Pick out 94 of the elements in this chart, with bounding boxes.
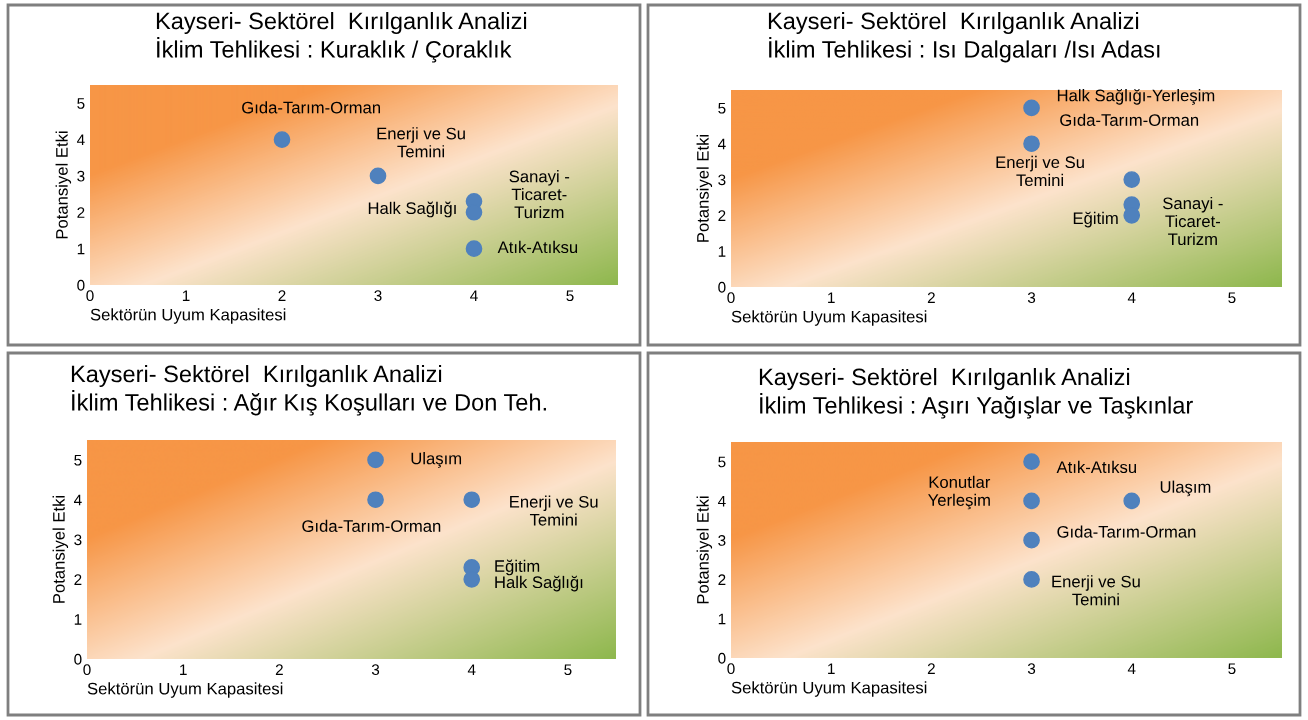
y-tick-label: 0 — [74, 653, 82, 665]
y-tick-label: 5 — [718, 102, 726, 114]
annotation: Halk Sağlığı-Yerleşim — [1057, 88, 1215, 105]
x-tick-label: 1 — [828, 292, 835, 303]
x-axis-title: Sektörün Uyum Kapasitesi — [87, 682, 283, 698]
annotation: Eğitim — [495, 559, 540, 576]
y-tick-label: 4 — [717, 495, 726, 507]
annotation: Gıda-Tarım-Orman — [302, 519, 441, 532]
chart-title: Kayseri- Sektörel Kırılganlık Analizi İklim Tehlikesi : Aşırı Yağışlar ve Taşkınlar — [759, 368, 1193, 419]
point — [465, 240, 483, 257]
y-tick-label: 0 — [718, 281, 726, 293]
y-tick-label: 3 — [77, 170, 85, 182]
x-tick-label: 5 — [566, 290, 574, 302]
point — [367, 491, 384, 509]
point — [463, 491, 481, 509]
y-tick-label: 2 — [77, 207, 85, 218]
x-axis-title: Sektörün Uyum Kapasitesi — [90, 308, 286, 324]
chart-title: Kayseri- Sektörel Kırılganlık Analizi İklim Tehlikesi : Kuraklık / Çoraklık — [156, 12, 527, 63]
y-tick-label: 5 — [74, 454, 82, 466]
x-tick-label: 2 — [278, 290, 286, 301]
y-axis-title: Potansiyel Etki — [696, 496, 713, 604]
x-tick-label: 3 — [1027, 292, 1036, 304]
y-tick-label: 3 — [718, 174, 726, 186]
y-tick-label: 1 — [718, 613, 726, 625]
annotation: Enerji ve Su Temini — [510, 495, 598, 526]
x-tick-label: 0 — [727, 292, 735, 304]
x-axis-title: Sektörün Uyum Kapasitesi — [731, 681, 927, 697]
y-axis-title: Potansiyel Etki — [696, 134, 713, 242]
annotation: Halk Sağlığı — [368, 201, 456, 218]
point — [1123, 171, 1141, 188]
x-tick-label: 1 — [828, 663, 835, 674]
y-tick-label: 4 — [717, 138, 726, 150]
point — [463, 571, 481, 588]
y-tick-label: 4 — [76, 134, 85, 146]
x-tick-label: 2 — [927, 292, 935, 303]
x-tick-label: 5 — [1228, 292, 1236, 304]
x-tick-label: 1 — [180, 664, 187, 675]
y-tick-label: 2 — [718, 210, 726, 221]
x-tick-label: 5 — [564, 664, 572, 676]
annotation: Konutlar Yerleşim — [928, 475, 991, 510]
annotation: Enerji ve Su Temini — [377, 127, 465, 158]
y-tick-label: 2 — [718, 574, 726, 585]
y-tick-label: 2 — [74, 574, 82, 585]
point — [273, 131, 291, 148]
chart-title: Kayseri- Sektörel Kırılganlık Analizi İklim Tehlikesi : Isı Dalgaları /Isı Adası — [768, 12, 1160, 63]
x-tick-label: 0 — [86, 290, 94, 302]
x-axis-title: Sektörün Uyum Kapasitesi — [731, 310, 927, 326]
y-tick-label: 3 — [74, 534, 82, 546]
y-tick-label: 1 — [77, 243, 85, 255]
x-tick-label: 0 — [727, 663, 735, 675]
annotation: Atık-Atıksu — [497, 240, 578, 254]
x-tick-label: 1 — [182, 290, 190, 301]
x-tick-label: 3 — [371, 664, 380, 676]
chart-title: Kayseri- Sektörel Kırılganlık Analizi İklim Tehlikesi : Ağır Kış Koşulları ve Don Teh. — [71, 365, 546, 416]
point — [1023, 571, 1040, 588]
point — [1023, 453, 1040, 470]
annotation: Halk Sağlığı — [495, 575, 583, 592]
x-tick-label: 5 — [1228, 663, 1236, 675]
annotation: Gıda-Tarım-Orman — [242, 101, 380, 114]
y-tick-label: 1 — [718, 246, 726, 257]
annotation: Atık-Atıksu — [1056, 460, 1137, 474]
x-tick-label: 3 — [374, 290, 382, 302]
annotation: Enerji ve Su Temini — [996, 155, 1084, 187]
x-tick-label: 3 — [1027, 663, 1036, 675]
annotation: Gıda-Tarım-Orman — [1060, 113, 1199, 126]
x-tick-label: 4 — [1127, 663, 1136, 674]
point — [367, 451, 384, 469]
annotation: Ulaşım — [1160, 480, 1211, 497]
annotation: Sanayi - Ticaret- Turizm — [509, 170, 570, 219]
point — [1123, 492, 1141, 510]
annotation: Eğitim — [1073, 211, 1118, 228]
y-axis-title: Potansiyel Etki — [55, 131, 72, 239]
y-tick-label: 4 — [73, 494, 82, 506]
point — [1023, 492, 1040, 510]
y-axis-title: Potansiyel Etki — [52, 495, 69, 603]
annotation: Gıda-Tarım-Orman — [1057, 525, 1196, 538]
point — [1023, 99, 1040, 117]
y-tick-label: 0 — [718, 652, 726, 664]
x-tick-label: 4 — [467, 664, 476, 675]
y-tick-label: 1 — [74, 614, 82, 625]
y-tick-label: 5 — [77, 98, 85, 109]
x-tick-label: 4 — [1127, 292, 1136, 303]
y-tick-label: 0 — [77, 279, 85, 291]
x-tick-label: 2 — [275, 664, 283, 675]
y-tick-label: 5 — [718, 456, 726, 468]
annotation: Ulaşım — [411, 452, 462, 468]
point — [369, 167, 387, 185]
annotation: Enerji ve Su Temini — [1052, 575, 1140, 606]
annotation: Sanayi - Ticaret- Turizm — [1163, 196, 1223, 246]
point — [1023, 531, 1040, 549]
y-tick-label: 3 — [718, 535, 726, 546]
x-tick-label: 2 — [927, 663, 935, 674]
point — [1023, 135, 1040, 153]
x-tick-label: 4 — [470, 290, 478, 301]
